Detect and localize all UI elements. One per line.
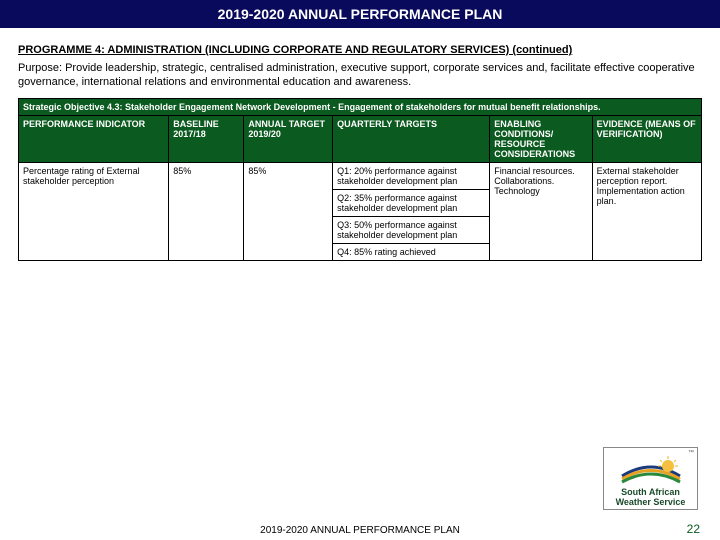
cell-quarterly: Q1: 20% performance against stakeholder … [333, 162, 490, 260]
purpose-text: Purpose: Provide leadership, strategic, … [18, 62, 702, 90]
logo-graphic-icon [616, 452, 686, 486]
page-number: 22 [687, 522, 700, 536]
col-annual-target: ANNUAL TARGET 2019/20 [244, 115, 333, 162]
title-bar: 2019-2020 ANNUAL PERFORMANCE PLAN [0, 0, 720, 28]
trademark: ™ [688, 450, 694, 456]
programme-heading: PROGRAMME 4: ADMINISTRATION (INCLUDING C… [18, 44, 702, 56]
q3: Q3: 50% performance against stakeholder … [333, 217, 489, 244]
header-row: PERFORMANCE INDICATOR BASELINE 2017/18 A… [19, 115, 702, 162]
col-evidence: EVIDENCE (MEANS OF VERIFICATION) [592, 115, 701, 162]
col-indicator: PERFORMANCE INDICATOR [19, 115, 169, 162]
logo-text-2: Weather Service [606, 498, 695, 507]
strategic-objective: Strategic Objective 4.3: Stakeholder Eng… [19, 98, 702, 115]
content-section: PROGRAMME 4: ADMINISTRATION (INCLUDING C… [0, 28, 720, 261]
cell-enabling: Financial resources. Collaborations. Tec… [490, 162, 592, 260]
performance-table: Strategic Objective 4.3: Stakeholder Eng… [18, 98, 702, 261]
page-title: 2019-2020 ANNUAL PERFORMANCE PLAN [218, 6, 503, 22]
q1: Q1: 20% performance against stakeholder … [333, 163, 489, 190]
cell-baseline: 85% [169, 162, 244, 260]
col-baseline: BASELINE 2017/18 [169, 115, 244, 162]
cell-evidence: External stakeholder perception report. … [592, 162, 701, 260]
footer-text: 2019-2020 ANNUAL PERFORMANCE PLAN [0, 525, 720, 536]
saws-logo: ™ South African Weather Service [603, 447, 698, 510]
cell-annual-target: 85% [244, 162, 333, 260]
table-row: Percentage rating of External stakeholde… [19, 162, 702, 260]
col-enabling: ENABLING CONDITIONS/ RESOURCE CONSIDERAT… [490, 115, 592, 162]
logo-box: ™ South African Weather Service [603, 447, 698, 510]
strategic-objective-row: Strategic Objective 4.3: Stakeholder Eng… [19, 98, 702, 115]
q4: Q4: 85% rating achieved [333, 244, 489, 260]
q2: Q2: 35% performance against stakeholder … [333, 190, 489, 217]
col-quarterly: QUARTERLY TARGETS [333, 115, 490, 162]
cell-indicator: Percentage rating of External stakeholde… [19, 162, 169, 260]
